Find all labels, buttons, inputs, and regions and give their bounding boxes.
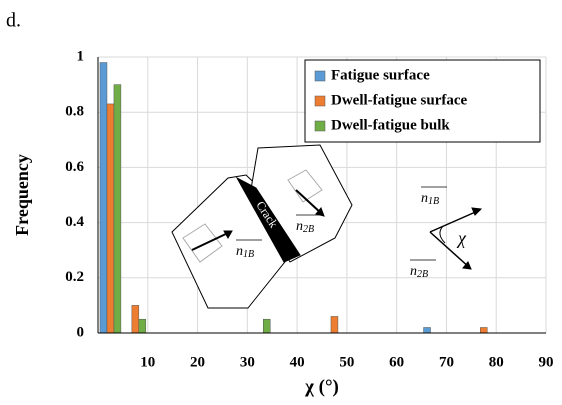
- x-tick-label: 80: [489, 354, 504, 370]
- legend-swatch: [315, 121, 325, 131]
- bar: [263, 319, 270, 333]
- bar: [100, 63, 107, 333]
- inset-diagram: [172, 145, 481, 308]
- legend-label: Dwell-fatigue surface: [331, 92, 468, 108]
- x-tick-label: 50: [339, 354, 354, 370]
- x-tick-label: 40: [290, 354, 305, 370]
- x-tick-label: 90: [539, 354, 554, 370]
- x-tick-label: 60: [389, 354, 404, 370]
- bar: [424, 327, 431, 333]
- bar: [139, 319, 146, 333]
- angle-label: χ: [456, 228, 467, 248]
- y-tick-label: 0.4: [65, 214, 84, 230]
- legend-swatch: [315, 71, 325, 81]
- y-tick-label: 0.6: [65, 159, 84, 175]
- x-tick-label: 10: [140, 354, 155, 370]
- y-tick-label: 1: [77, 48, 85, 64]
- panel-label: d.: [6, 10, 21, 32]
- x-axis-title: χ (°): [304, 376, 339, 397]
- y-tick-label: 0.8: [65, 104, 84, 120]
- y-tick-label: 0: [77, 324, 85, 340]
- chart: d. χ (°) Frequency Crack n1B n2B n1B n2B…: [0, 0, 562, 405]
- bar: [107, 104, 114, 333]
- bar: [480, 327, 487, 333]
- vector-label: n1B: [421, 191, 439, 207]
- x-tick-label: 20: [190, 354, 205, 370]
- legend-swatch: [315, 96, 325, 106]
- bar: [331, 316, 338, 333]
- x-tick-label: 70: [439, 354, 454, 370]
- vector-label: n2B: [410, 264, 428, 280]
- y-tick-label: 0.2: [65, 269, 84, 285]
- legend-label: Fatigue surface: [331, 67, 430, 83]
- x-tick-label: 30: [240, 354, 255, 370]
- legend-label: Dwell-fatigue bulk: [331, 117, 450, 133]
- y-axis-title: Frequency: [12, 154, 32, 236]
- bar: [114, 85, 121, 333]
- bar: [132, 305, 139, 333]
- legend: Fatigue surface Dwell-fatigue surface Dwel…: [305, 60, 540, 142]
